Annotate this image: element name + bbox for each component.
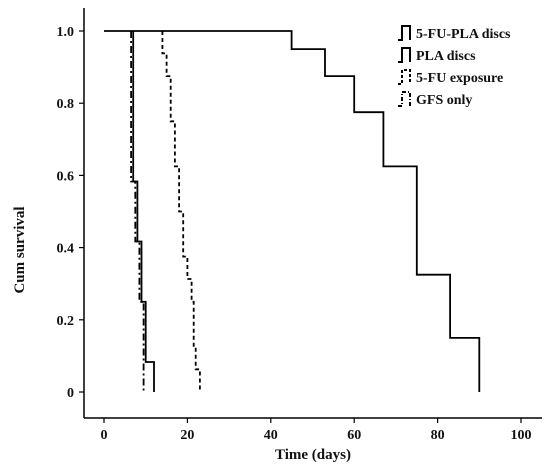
y-tick-label: 0.6 bbox=[57, 169, 75, 184]
series-line-3 bbox=[161, 31, 201, 392]
x-tick-label: 100 bbox=[511, 428, 532, 443]
legend: 5-FU-PLA discs PLA discs 5-FU exposure GFS … bbox=[398, 25, 511, 108]
legend-label-3: 5-FU exposure bbox=[416, 71, 503, 86]
legend-label-1: 5-FU-PLA discs bbox=[416, 27, 511, 42]
series-line-4 bbox=[130, 31, 145, 392]
x-tick-label: 80 bbox=[431, 428, 445, 443]
y-tick-label: 0.4 bbox=[57, 242, 75, 257]
series-line-1 bbox=[104, 30, 481, 392]
legend-label-4: GFS only bbox=[416, 93, 472, 108]
y-tick-label: 1.0 bbox=[57, 25, 75, 40]
legend-swatch-1 bbox=[398, 25, 411, 41]
legend-swatch-3 bbox=[398, 69, 411, 85]
y-axis-label: Cum survival bbox=[12, 206, 28, 293]
legend-label-2: PLA discs bbox=[416, 49, 476, 64]
series-layer bbox=[104, 30, 481, 392]
x-tick-label: 40 bbox=[264, 428, 278, 443]
legend-swatch-2 bbox=[398, 47, 411, 63]
x-tick-label: 20 bbox=[180, 428, 194, 443]
y-tick-label: 0.8 bbox=[57, 97, 75, 112]
legend-swatch-4 bbox=[398, 91, 411, 107]
x-tick-label: 60 bbox=[347, 428, 361, 443]
y-tick-label: 0 bbox=[67, 386, 74, 401]
x-axis-label: Time (days) bbox=[275, 447, 351, 463]
y-tick-label: 0.2 bbox=[57, 314, 75, 329]
x-tick-label: 0 bbox=[101, 428, 108, 443]
axes: 0 20 40 60 80 100 0 0.2 0.4 0.6 0.8 1.0 bbox=[57, 8, 542, 443]
